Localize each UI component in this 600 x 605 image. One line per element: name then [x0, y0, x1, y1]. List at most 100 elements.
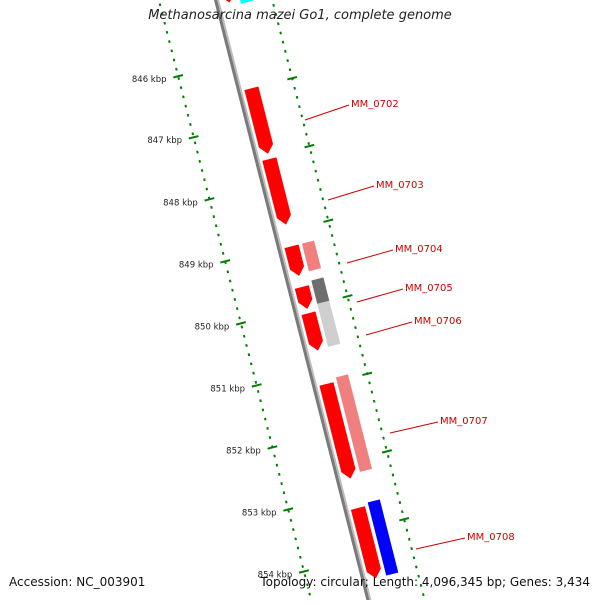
dotted-track-left	[263, 417, 267, 421]
dotted-track-right	[298, 105, 301, 109]
dotted-track-left	[273, 454, 276, 458]
dotted-track-right	[349, 307, 353, 311]
gene-label: MM_0704	[395, 244, 443, 255]
dotted-track-right	[419, 583, 423, 587]
gene-arrow	[284, 244, 305, 276]
dotted-track-right	[377, 418, 381, 422]
dotted-track-right	[305, 132, 308, 136]
scale-tick-right	[304, 143, 315, 149]
scale-tick-label: 848 kbp	[163, 198, 198, 208]
dotted-track-right	[326, 215, 329, 219]
scale-tick	[220, 259, 231, 264]
gene-block-gray-light	[317, 300, 341, 347]
gene-label: MM_0705	[405, 283, 453, 294]
dotted-track-left	[217, 233, 220, 237]
dotted-track-right	[370, 390, 374, 394]
dotted-track-right	[386, 455, 390, 459]
dotted-track-right	[393, 482, 397, 486]
dotted-track-right	[356, 335, 360, 339]
dotted-track-right	[400, 510, 404, 514]
scale-tick-right	[362, 371, 373, 377]
genome-stats-label: Topology: circular; Length: 4,096,345 bp…	[260, 575, 590, 589]
dotted-track-right	[288, 68, 292, 72]
dotted-track-left	[261, 408, 265, 412]
scale-tick-right	[399, 517, 410, 522]
dotted-track-right	[396, 491, 399, 495]
dotted-track-left	[308, 592, 311, 596]
dotted-track-left	[203, 178, 206, 182]
scale-tick-right	[342, 294, 353, 299]
dotted-track-left	[182, 95, 185, 99]
dotted-track-left	[254, 380, 258, 384]
dotted-track-right	[347, 298, 350, 302]
scale-tick-label: 853 kbp	[242, 508, 277, 518]
dotted-track-right	[277, 22, 280, 26]
scale-tick	[204, 197, 215, 202]
dotted-track-right	[279, 31, 282, 35]
dotted-track-left	[191, 132, 195, 136]
dotted-track-left	[240, 325, 244, 329]
dotted-track-right	[410, 547, 413, 551]
dotted-track-right	[281, 40, 285, 44]
dotted-track-left	[177, 76, 181, 80]
dotted-track-left	[175, 67, 178, 71]
scale-tick	[283, 507, 294, 512]
dotted-track-right	[417, 574, 420, 578]
dotted-track-left	[221, 251, 225, 255]
gene-arrow	[319, 382, 356, 479]
dotted-track-right	[407, 537, 411, 541]
gene-block-gray-dark	[311, 277, 330, 305]
dotted-track-right	[323, 206, 327, 210]
dotted-track-left	[256, 390, 260, 394]
dotted-track-left	[189, 122, 192, 127]
dotted-track-right	[314, 169, 318, 173]
gene-arrow	[301, 311, 323, 351]
dotted-track-left	[280, 482, 283, 486]
gene-arrow	[294, 285, 313, 309]
scale-tick-label: 850 kbp	[195, 322, 230, 332]
gene-block-cyan	[240, 0, 254, 4]
dotted-track-left	[259, 399, 262, 403]
genome-title: Methanosarcina mazei Go1, complete genom…	[148, 8, 452, 23]
dotted-track-left	[285, 500, 288, 504]
scale-tick-label: 846 kbp	[132, 75, 167, 85]
dotted-track-right	[321, 197, 325, 201]
dotted-track-left	[299, 555, 302, 559]
dotted-track-right	[398, 501, 402, 505]
dotted-track-right	[405, 528, 409, 532]
scale-tick-label: 851 kbp	[210, 384, 245, 394]
dotted-track-right	[358, 344, 362, 348]
dotted-track-left	[249, 362, 253, 366]
scale-tick-label: 854 kbp	[258, 570, 293, 580]
dotted-track-left	[296, 546, 300, 550]
scale-tick-label: 849 kbp	[179, 260, 214, 270]
scale-tick	[188, 135, 199, 140]
gene-leader-line	[346, 249, 394, 264]
dotted-track-left	[282, 491, 286, 495]
dotted-track-left	[242, 334, 246, 338]
accession-label: Accession: NC_003901	[9, 575, 146, 589]
dotted-track-left	[292, 528, 295, 532]
gene-leader-line	[304, 104, 350, 121]
dotted-track-left	[303, 574, 307, 578]
scale-tick	[173, 74, 184, 79]
dotted-track-right	[342, 280, 346, 284]
dotted-track-left	[238, 316, 241, 320]
dotted-track-left	[231, 288, 234, 292]
dotted-track-left	[214, 224, 218, 228]
dotted-track-right	[316, 178, 320, 182]
gene-label: MM_0703	[376, 180, 424, 191]
gene-arrow	[350, 506, 381, 579]
dotted-track-right	[361, 353, 364, 357]
dotted-track-right	[309, 151, 313, 155]
dotted-track-left	[277, 472, 281, 476]
dotted-track-right	[302, 123, 306, 127]
dotted-track-left	[306, 583, 309, 587]
gene-block-light	[335, 374, 373, 472]
gene-label: MM_0702	[351, 99, 399, 110]
dotted-track-left	[170, 49, 173, 53]
gene-label: MM_0708	[467, 532, 515, 543]
dotted-track-left	[294, 537, 297, 541]
backbone-shadow	[215, 0, 373, 605]
gene-label: MM_0706	[414, 316, 462, 327]
